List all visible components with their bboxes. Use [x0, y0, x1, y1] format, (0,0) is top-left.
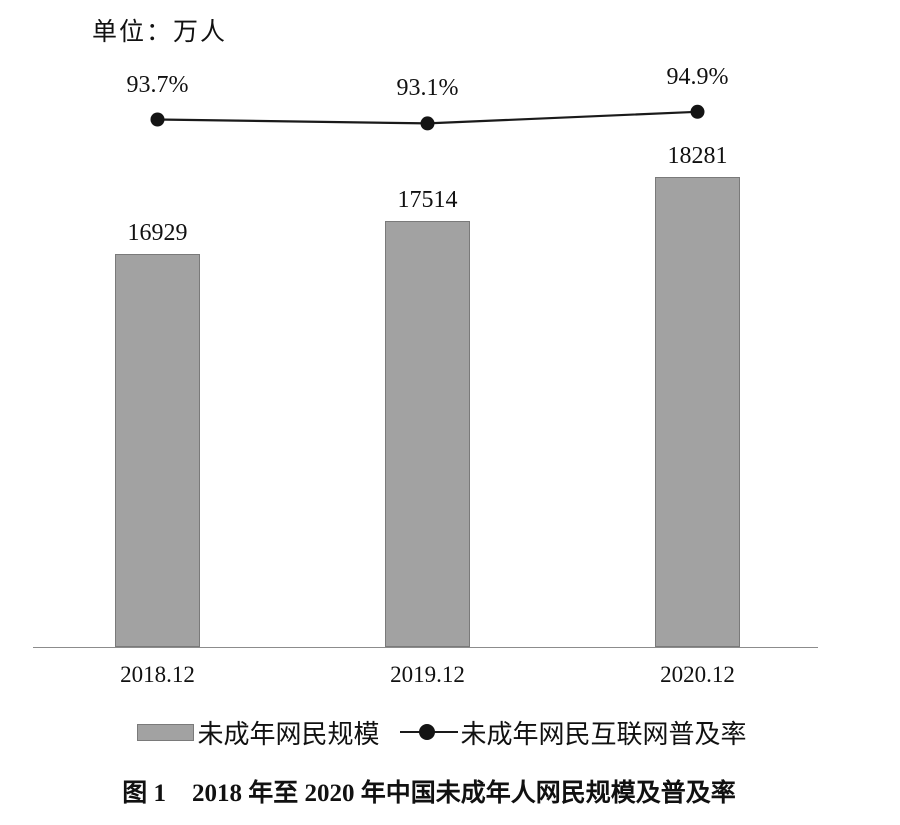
penetration-label-2020: 94.9% — [666, 63, 729, 90]
bar-value-label-2020: 18281 — [667, 143, 728, 169]
legend: 未成年网民规模 未成年网民互联网普及率 — [0, 715, 884, 749]
penetration-line — [157, 110, 698, 125]
bar-netizen-scale-2018 — [115, 254, 200, 647]
bar-netizen-scale-2019 — [385, 221, 470, 647]
legend-bar-label: 未成年网民规模 — [197, 719, 380, 749]
figure-caption-text: 2018 年至 2020 年中国未成年人网民规模及普及率 — [192, 780, 736, 807]
penetration-point-2020 — [690, 104, 705, 119]
x-axis-line — [33, 647, 818, 648]
x-tick-label-2018: 2018.12 — [120, 662, 195, 687]
bar-value-label-2018: 16929 — [127, 220, 188, 246]
bar-netizen-scale-2020 — [655, 177, 740, 647]
x-tick-label-2019: 2019.12 — [390, 662, 465, 687]
penetration-label-2018: 93.7% — [126, 71, 189, 98]
x-tick-label-2020: 2020.12 — [660, 662, 735, 687]
legend-bar-swatch-icon — [137, 723, 195, 741]
figure-caption-number: 图 1 — [122, 780, 166, 807]
penetration-label-2019: 93.1% — [396, 75, 459, 102]
legend-dot-icon — [418, 724, 435, 740]
legend-line-label: 未成年网民互联网普及率 — [460, 719, 747, 749]
unit-label: 单位：万人 — [92, 19, 228, 46]
bar-value-label-2019: 17514 — [397, 187, 458, 213]
legend-line-marker-icon — [399, 723, 458, 741]
figure-caption: 图 1 2018 年至 2020 年中国未成年人网民规模及普及率 — [0, 773, 858, 809]
penetration-point-2018 — [150, 112, 165, 127]
penetration-point-2019 — [420, 116, 435, 131]
